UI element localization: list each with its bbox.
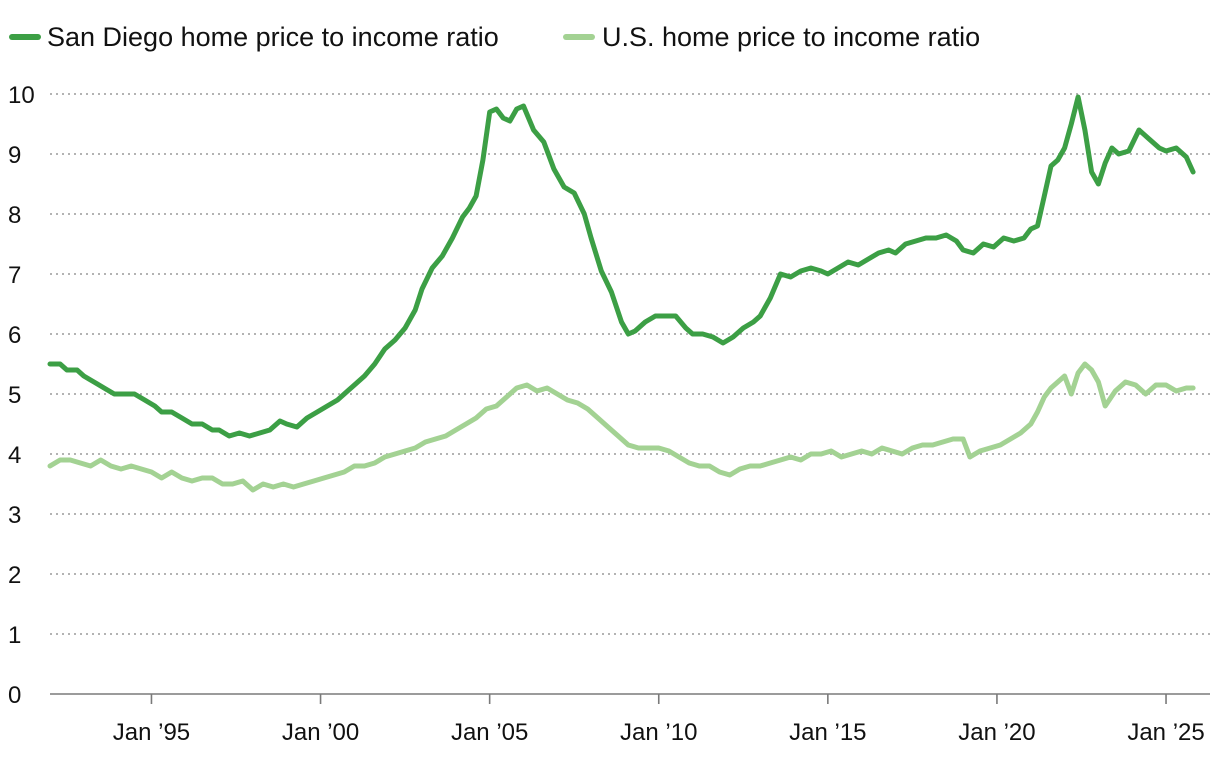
x-tick-label: Jan ’15: [789, 719, 866, 746]
x-tick-label: Jan ’05: [451, 719, 528, 746]
y-tick-label: 0: [8, 682, 21, 709]
series-line-san-diego: [47, 94, 1196, 439]
x-tick-label: Jan ’95: [113, 719, 190, 746]
x-tick-label: Jan ’10: [620, 719, 697, 746]
series-lines: [47, 94, 1196, 493]
y-tick-label: 10: [8, 82, 35, 109]
legend-label-us: U.S. home price to income ratio: [602, 22, 980, 52]
gridlines: [50, 93, 1210, 635]
legend-label-san-diego: San Diego home price to income ratio: [47, 22, 499, 52]
legend: San Diego home price to income ratio U.S…: [9, 22, 980, 52]
y-tick-label: 6: [8, 322, 21, 349]
y-tick-label: 5: [8, 382, 21, 409]
legend-item-us[interactable]: U.S. home price to income ratio: [563, 22, 980, 52]
x-tick-label: Jan ’25: [1127, 719, 1204, 746]
x-tick-label: Jan ’00: [282, 719, 359, 746]
x-tick-label: Jan ’20: [958, 719, 1035, 746]
y-tick-label: 7: [8, 262, 21, 289]
y-tick-label: 1: [8, 622, 21, 649]
x-axis: Jan ’95 Jan ’00 Jan ’05 Jan ’10 Jan ’15 Jan ’…: [50, 693, 1210, 746]
series-line-us: [47, 361, 1196, 493]
y-tick-label: 4: [8, 442, 21, 469]
y-axis: 0 1 2 3 4 5 6 7 8 9 10: [8, 82, 35, 709]
y-tick-label: 2: [8, 562, 21, 589]
y-tick-label: 8: [8, 202, 21, 229]
legend-item-san-diego[interactable]: San Diego home price to income ratio: [9, 22, 499, 52]
y-tick-label: 9: [8, 142, 21, 169]
y-tick-label: 3: [8, 502, 21, 529]
